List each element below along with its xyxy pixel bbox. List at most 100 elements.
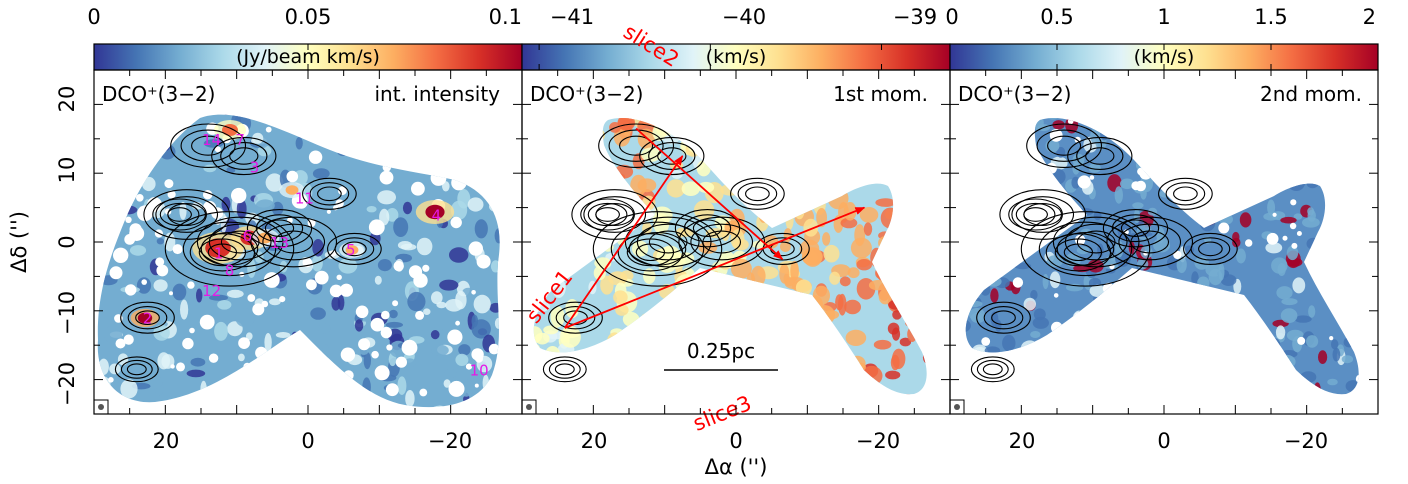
emission-blob: [1324, 184, 1342, 195]
emission-blob: [873, 142, 890, 156]
emission-blob: [514, 181, 531, 197]
x-tick-label: 0: [301, 429, 314, 453]
noise-hole: [425, 76, 429, 80]
emission-blob: [1369, 114, 1376, 124]
emission-blob: [1189, 344, 1203, 354]
emission-blob: [820, 175, 841, 195]
noise-hole: [408, 265, 423, 279]
noise-hole: [1207, 337, 1218, 349]
emission-blob: [1324, 223, 1341, 237]
emission-blob: [1306, 178, 1319, 189]
emission-blob: [927, 224, 942, 243]
noise-hole: [1002, 235, 1008, 240]
emission-blob: [728, 78, 740, 98]
noise-hole: [1355, 374, 1359, 384]
x-tick-label: 0: [729, 429, 742, 453]
noise-hole: [136, 194, 144, 202]
noise-hole: [1306, 173, 1312, 179]
emission-blob: [1240, 305, 1255, 315]
noise-hole: [1291, 242, 1298, 249]
emission-blob: [799, 369, 819, 383]
emission-blob: [977, 224, 992, 239]
panel-molecule-label: DCO⁺(3−2): [102, 82, 215, 106]
emission-blob: [685, 368, 696, 385]
emission-blob: [235, 308, 255, 328]
emission-blob: [1176, 308, 1184, 316]
contour-line: [1036, 129, 1092, 162]
emission-blob: [1212, 189, 1228, 199]
noise-hole: [1251, 325, 1264, 338]
noise-hole: [1210, 386, 1216, 392]
noise-hole: [156, 264, 169, 277]
emission-blob: [312, 239, 324, 257]
emission-blob: [265, 173, 284, 192]
contour-line: [1120, 219, 1151, 237]
emission-blob: [423, 308, 431, 316]
contour-line: [983, 306, 1024, 330]
emission-blob: [1142, 141, 1156, 155]
emission-blob: [310, 307, 326, 320]
emission-blob: [1308, 129, 1327, 139]
emission-blob: [1174, 88, 1187, 101]
emission-blob: [643, 268, 656, 284]
emission-blob: [489, 201, 500, 212]
emission-blob: [1008, 117, 1020, 124]
emission-blob: [681, 181, 700, 196]
emission-blob: [270, 83, 288, 90]
emission-blob: [912, 246, 925, 259]
emission-blob: [365, 146, 383, 162]
emission-blob: [1341, 355, 1354, 364]
emission-blob: [607, 332, 623, 351]
contour-line: [610, 221, 705, 277]
emission-blob: [907, 326, 917, 342]
noise-hole: [1276, 390, 1287, 395]
contour-line: [264, 219, 295, 237]
emission-blob: [1339, 135, 1349, 147]
contour-line: [1190, 237, 1231, 261]
emission-blob: [533, 336, 535, 359]
emission-blob: [782, 332, 793, 354]
emission-blob: [246, 332, 253, 341]
emission-blob: [908, 174, 926, 188]
emission-blob: [200, 380, 207, 398]
emission-blob: [1182, 71, 1189, 82]
emission-blob: [552, 117, 575, 121]
emission-blob: [1271, 257, 1288, 274]
emission-blob: [267, 89, 285, 107]
noise-hole: [269, 71, 278, 80]
emission-blob: [965, 124, 968, 139]
emission-blob: [97, 203, 109, 211]
emission-blob: [97, 256, 107, 269]
contour-line: [587, 202, 628, 227]
emission-blob: [1155, 316, 1174, 332]
noise-hole: [329, 250, 337, 257]
contour-line: [255, 214, 304, 243]
emission-blob: [1363, 196, 1373, 202]
emission-blob: [1332, 268, 1346, 284]
noise-hole: [361, 397, 371, 406]
noise-hole: [1169, 351, 1179, 361]
emission-blob: [776, 157, 789, 173]
emission-blob: [1030, 331, 1041, 338]
emission-blob: [682, 70, 693, 80]
emission-blob: [1199, 161, 1212, 176]
noise-hole: [1089, 175, 1095, 180]
noise-hole: [172, 244, 183, 255]
noise-hole: [1132, 330, 1137, 335]
noise-hole: [252, 303, 265, 316]
emission-blob: [1177, 319, 1188, 334]
emission-blob: [803, 184, 821, 206]
x-tick-label: 20: [1009, 429, 1036, 453]
noise-hole: [1143, 105, 1149, 111]
contour-line: [991, 310, 1016, 326]
emission-blob: [295, 136, 303, 150]
emission-blob: [547, 197, 559, 214]
emission-blob: [1171, 300, 1188, 309]
emission-blob: [362, 377, 371, 398]
emission-blob: [709, 288, 726, 305]
emission-blob: [1176, 256, 1187, 274]
emission-blob: [904, 126, 926, 140]
emission-blob: [1234, 85, 1249, 97]
emission-blob: [875, 198, 896, 207]
emission-blob: [766, 117, 779, 137]
